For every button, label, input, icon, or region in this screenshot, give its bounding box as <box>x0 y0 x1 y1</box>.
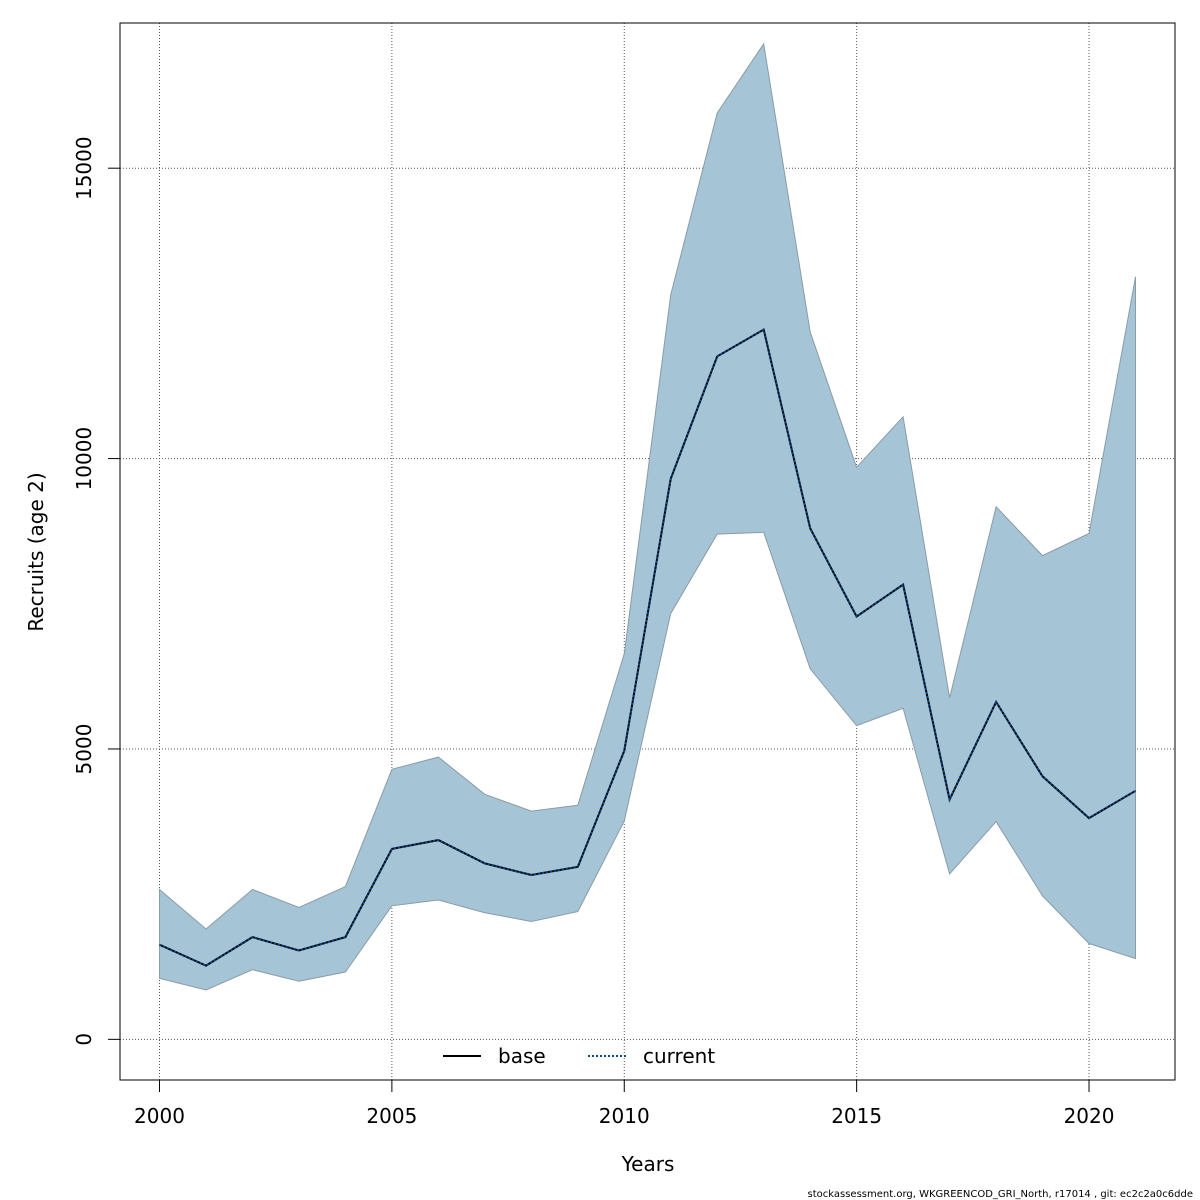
footer-credit: stockassessment.org, WKGREENCOD_GRI_Nort… <box>808 1189 1193 1200</box>
y-tick-label-15000: 15000 <box>72 136 96 200</box>
x-tick-label-2015: 2015 <box>831 1104 882 1128</box>
x-axis-title: Years <box>621 1152 675 1176</box>
legend-label-base: base <box>498 1044 546 1068</box>
x-tick-label-2020: 2020 <box>1064 1104 1115 1128</box>
y-tick-label-10000: 10000 <box>72 427 96 491</box>
y-tick-label-5000: 5000 <box>72 724 96 775</box>
y-axis-title: Recruits (age 2) <box>24 472 48 631</box>
y-axis: 0 5000 10000 15000 <box>72 136 121 1046</box>
series-line-base <box>159 328 1137 967</box>
series-group <box>159 328 1137 967</box>
x-axis: 2000 2005 2010 2015 2020 <box>134 1079 1115 1128</box>
confidence-band-group <box>159 42 1136 991</box>
x-tick-label-2000: 2000 <box>134 1104 185 1128</box>
legend-label-current: current <box>643 1044 715 1068</box>
legend: base current <box>443 1044 715 1068</box>
x-tick-label-2005: 2005 <box>366 1104 417 1128</box>
confidence-band <box>159 42 1136 991</box>
x-tick-label-2010: 2010 <box>599 1104 650 1128</box>
y-tick-label-0: 0 <box>72 1033 96 1046</box>
